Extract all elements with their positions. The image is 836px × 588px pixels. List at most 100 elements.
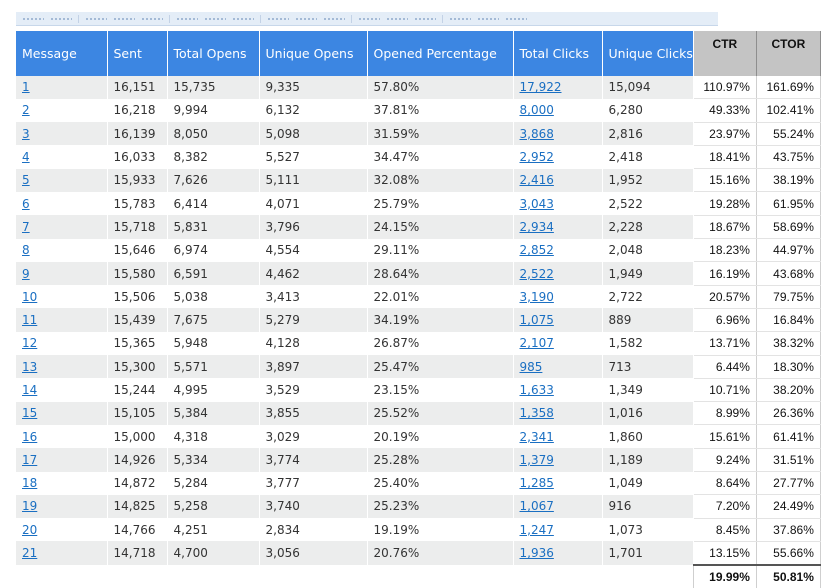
total-opens-cell: 4,318: [167, 424, 260, 449]
opened-percentage-cell: 25.23%: [367, 494, 514, 519]
total-clicks-link[interactable]: 1,633: [519, 383, 554, 397]
col-header-unique-clicks[interactable]: Unique Clicks: [602, 31, 694, 76]
ctor-cell: 55.24%: [755, 122, 821, 146]
unique-clicks-cell: 1,582: [602, 331, 694, 356]
toolbar-grip[interactable]: [295, 16, 317, 21]
toolbar-grip[interactable]: [323, 16, 345, 21]
col-header-opened-percentage[interactable]: Opened Percentage: [367, 31, 514, 76]
ctor-cell: 38.32%: [755, 331, 821, 356]
toolbar-grip[interactable]: [386, 16, 408, 21]
total-clicks-link[interactable]: 2,107: [519, 336, 554, 351]
total-clicks-link[interactable]: 3,190: [519, 289, 554, 304]
message-link[interactable]: 16: [22, 429, 38, 444]
message-link[interactable]: 12: [22, 336, 38, 351]
message-link[interactable]: 4: [22, 150, 30, 165]
table-row: 13 15,300 5,571 3,897 25.47% 985 713 6.44% 18.30…: [16, 355, 821, 379]
total-clicks-link[interactable]: 1,075: [519, 313, 554, 328]
ctr-cell: 18.67%: [692, 215, 757, 240]
toolbar-grip[interactable]: [85, 16, 107, 21]
toolbar-grip[interactable]: [204, 16, 226, 21]
sent-cell: 15,000: [107, 424, 168, 449]
unique-opens-cell: 5,111: [259, 168, 368, 192]
col-header-message[interactable]: Message: [16, 31, 108, 76]
message-link[interactable]: 9: [22, 266, 30, 281]
message-link[interactable]: 19: [22, 499, 38, 514]
col-header-sent[interactable]: Sent: [107, 31, 168, 76]
opened-percentage-cell: 25.79%: [367, 191, 514, 216]
message-link[interactable]: 18: [22, 476, 38, 491]
table-row: 7 15,718 5,831 3,796 24.15% 2,934 2,228 18.67% 5…: [16, 215, 821, 240]
toolbar-grip[interactable]: [358, 16, 380, 21]
message-link[interactable]: 13: [22, 359, 38, 374]
total-clicks-link[interactable]: 2,934: [519, 219, 554, 234]
unique-clicks-cell: 6,280: [602, 98, 694, 123]
total-clicks-link[interactable]: 17,922: [519, 80, 562, 95]
toolbar-grip[interactable]: [477, 16, 499, 21]
table-cell: 8,000: [513, 98, 603, 123]
unique-clicks-cell: 1,949: [602, 261, 694, 286]
total-clicks-link[interactable]: 2,341: [519, 429, 554, 444]
ctr-cell: 6.96%: [692, 308, 757, 333]
total-opens-cell: 5,384: [167, 401, 260, 425]
total-opens-cell: 4,700: [167, 541, 260, 566]
ctor-cell: 43.75%: [755, 145, 821, 170]
table-row: 17 14,926 5,334 3,774 25.28% 1,379 1,189 9.24% 3…: [16, 448, 821, 473]
total-clicks-link[interactable]: 3,868: [519, 126, 554, 141]
total-clicks-link[interactable]: 1,067: [519, 499, 554, 514]
toolbar-grip[interactable]: [22, 16, 44, 21]
toolbar-grip[interactable]: [505, 16, 527, 21]
message-link[interactable]: 2: [22, 103, 30, 118]
unique-opens-cell: 3,529: [259, 378, 368, 402]
total-clicks-link[interactable]: 2,522: [519, 266, 554, 281]
table-row: 11 15,439 7,675 5,279 34.19% 1,075 889 6.96% 16.…: [16, 308, 821, 333]
message-link[interactable]: 3: [22, 126, 30, 141]
total-clicks-link[interactable]: 1,247: [519, 522, 554, 537]
message-link[interactable]: 6: [22, 196, 30, 211]
message-link[interactable]: 8: [22, 243, 30, 258]
unique-clicks-cell: 2,048: [602, 238, 694, 262]
total-clicks-link[interactable]: 3,043: [519, 196, 554, 211]
toolbar-grip[interactable]: [141, 16, 163, 21]
toolbar-grip[interactable]: [449, 16, 471, 21]
toolbar-grip[interactable]: [50, 16, 72, 21]
message-link[interactable]: 20: [22, 522, 38, 537]
message-link[interactable]: 21: [22, 546, 38, 561]
message-link[interactable]: 10: [22, 289, 38, 304]
toolbar-grip[interactable]: [414, 16, 436, 21]
table-row: 4 16,033 8,382 5,527 34.47% 2,952 2,418 18.41% 4…: [16, 145, 821, 170]
email-stats-table: Message Sent Total Opens Unique Opens Op…: [16, 31, 821, 588]
table-cell: 12: [16, 331, 108, 356]
message-link[interactable]: 15: [22, 406, 38, 421]
total-clicks-link[interactable]: 8,000: [519, 103, 554, 118]
message-link[interactable]: 7: [22, 219, 30, 234]
total-clicks-link[interactable]: 1,358: [519, 406, 554, 421]
message-link[interactable]: 5: [22, 173, 30, 188]
toolbar-grip[interactable]: [113, 16, 135, 21]
ctr-cell: 19.28%: [692, 191, 757, 216]
col-header-total-clicks[interactable]: Total Clicks: [513, 31, 603, 76]
table-cell: 5: [16, 168, 108, 192]
total-clicks-link[interactable]: 2,952: [519, 150, 554, 165]
toolbar-grip[interactable]: [232, 16, 254, 21]
col-header-total-opens[interactable]: Total Opens: [167, 31, 260, 76]
col-header-unique-opens[interactable]: Unique Opens: [259, 31, 368, 76]
message-link[interactable]: 17: [22, 452, 38, 467]
message-link[interactable]: 11: [22, 313, 38, 328]
message-link[interactable]: 14: [22, 383, 38, 397]
total-clicks-link[interactable]: 2,852: [519, 243, 554, 258]
ctr-cell: 7.20%: [692, 494, 757, 519]
sent-cell: 16,139: [107, 122, 168, 146]
total-opens-cell: 15,735: [167, 76, 260, 99]
total-clicks-link[interactable]: 1,936: [519, 546, 554, 561]
toolbar-grip[interactable]: [267, 16, 289, 21]
total-clicks-link[interactable]: 1,285: [519, 476, 554, 491]
total-clicks-link[interactable]: 1,379: [519, 452, 554, 467]
ctr-cell: 18.23%: [692, 238, 757, 263]
message-link[interactable]: 1: [22, 80, 30, 95]
table-cell: 3,868: [513, 122, 603, 146]
sent-cell: 16,151: [107, 76, 168, 99]
total-clicks-link[interactable]: 985: [519, 359, 543, 374]
total-clicks-link[interactable]: 2,416: [519, 173, 554, 188]
toolbar-grip[interactable]: [176, 16, 198, 21]
unique-opens-cell: 3,777: [259, 471, 368, 495]
